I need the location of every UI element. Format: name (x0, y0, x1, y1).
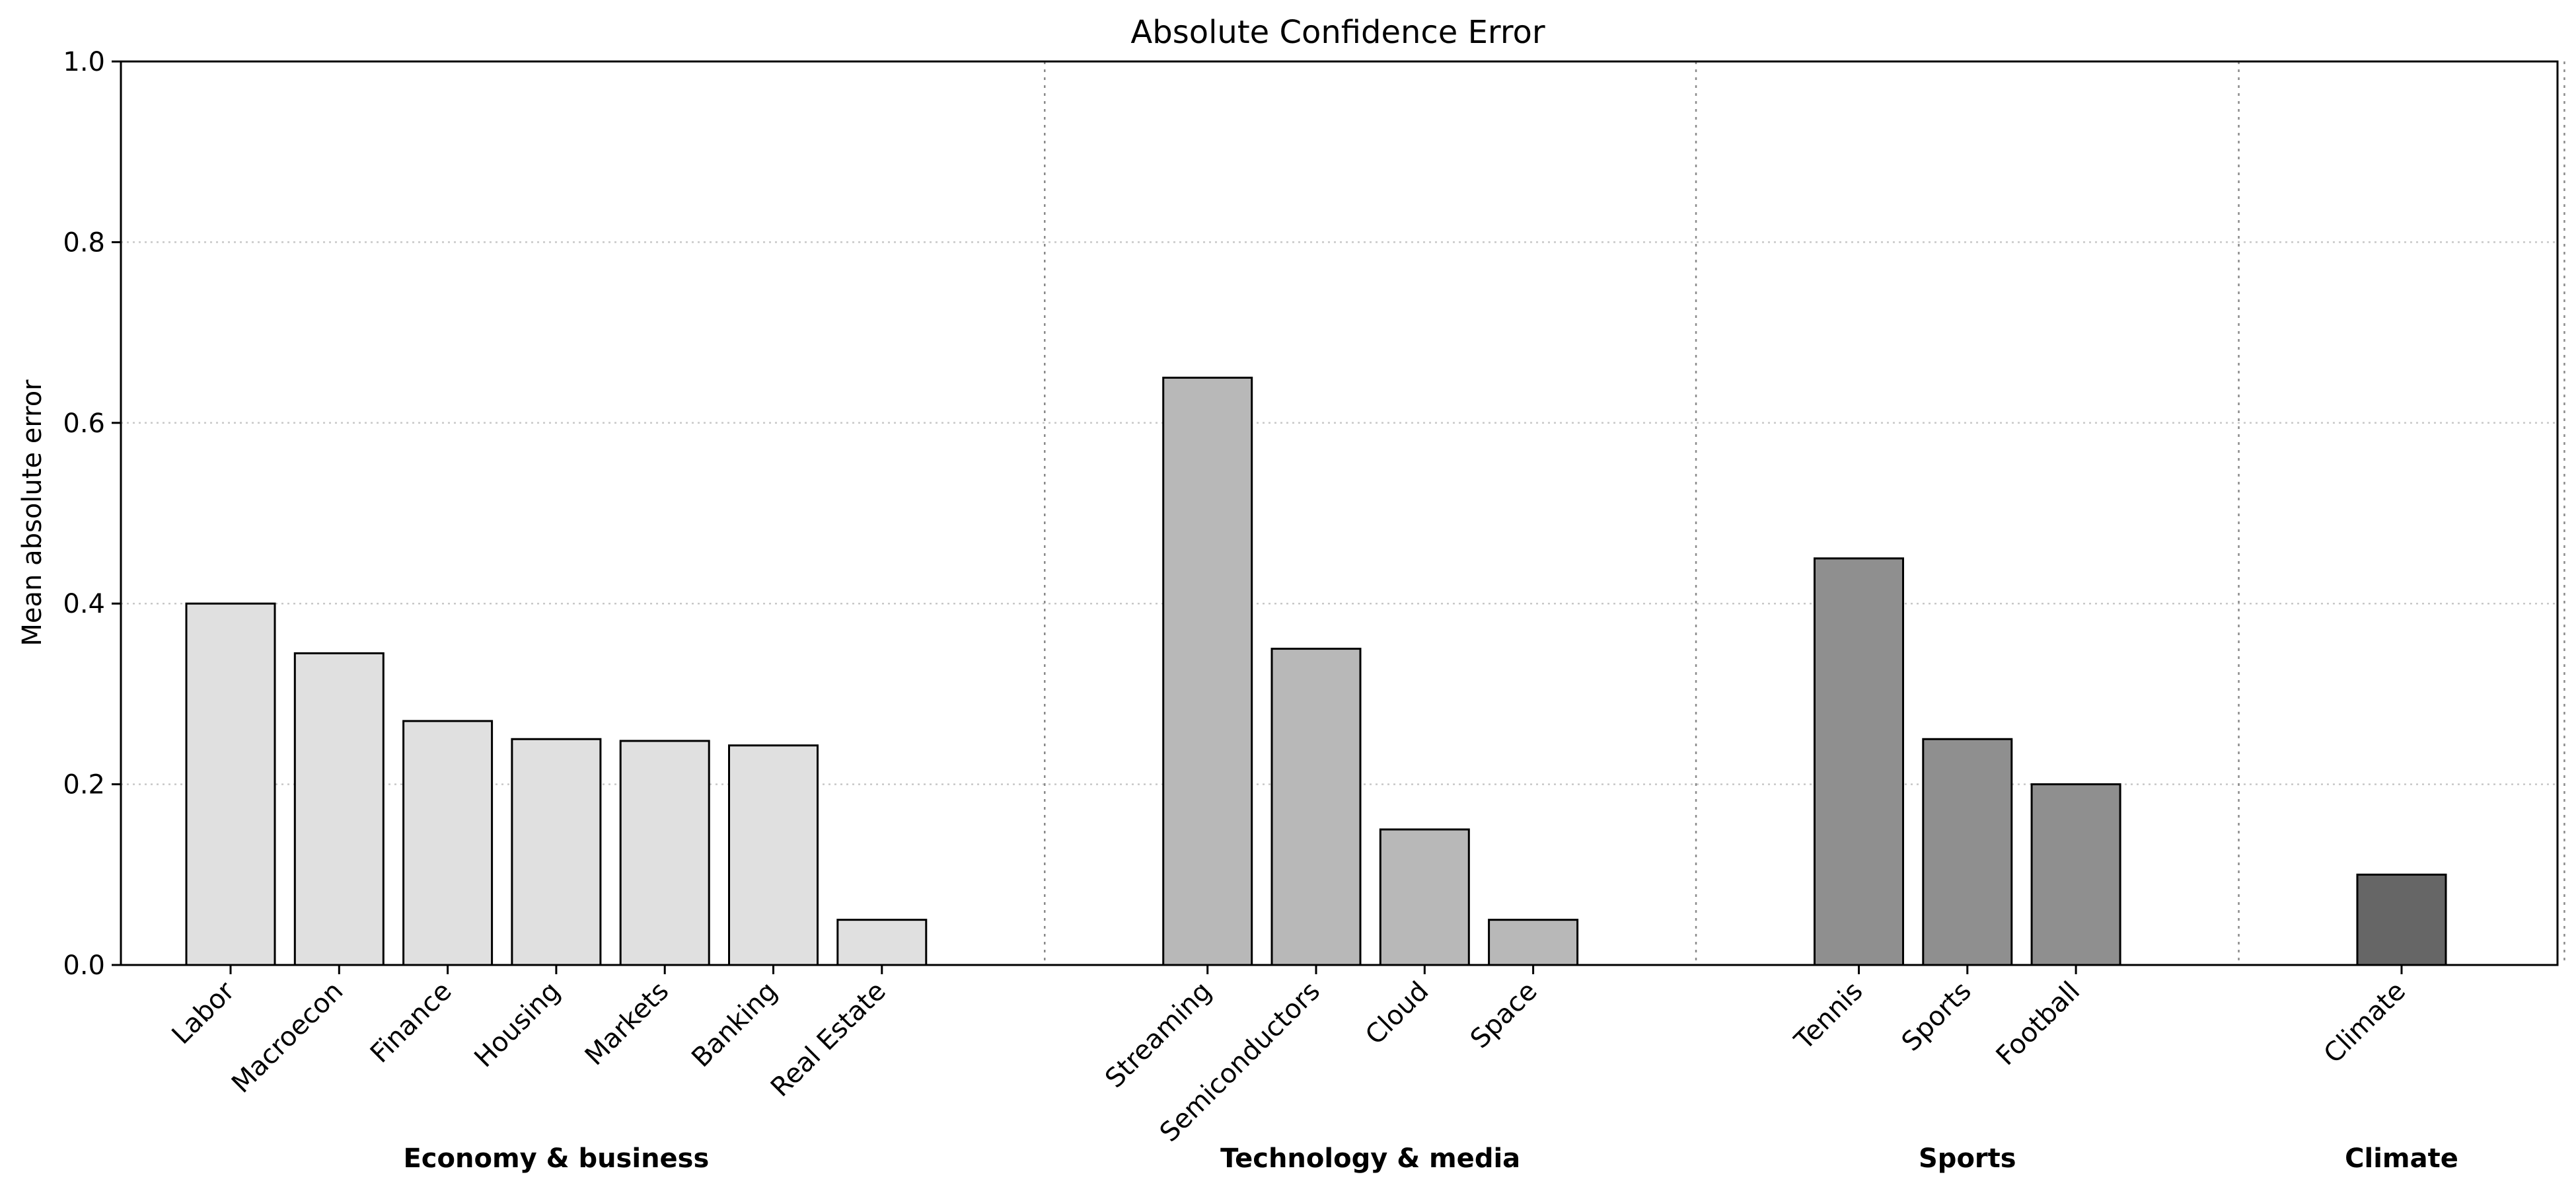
group-labels: Economy & business Technology & media Spor… (403, 1143, 2458, 1174)
x-tick-label: Banking (686, 976, 783, 1073)
bar-tennis (1814, 557, 1904, 966)
bar-streaming (1162, 376, 1253, 966)
x-tick-label: Tennis (1788, 976, 1869, 1057)
bar-semiconductors (1270, 648, 1362, 966)
y-tick-label: 0.6 (63, 408, 105, 439)
bar-markets (619, 740, 710, 966)
chart-title: Absolute Confidence Error (1130, 14, 1545, 51)
plot-frame (120, 60, 2559, 966)
x-tick-label: Football (1991, 976, 2086, 1071)
bars (185, 376, 2447, 966)
bar-football (2030, 783, 2121, 966)
group-label: Climate (2345, 1143, 2458, 1174)
x-tick-label: Sports (1896, 976, 1977, 1058)
bar-sports (1922, 738, 2013, 966)
x-tick-label: Real Estate (765, 976, 892, 1103)
x-tick-label: Cloud (1360, 976, 1434, 1051)
y-tick-label: 0.8 (63, 227, 105, 258)
x-tick-label: Space (1465, 976, 1543, 1055)
bar-real-estate (836, 919, 928, 966)
bar-cloud (1379, 828, 1470, 966)
bar-macroecon (293, 652, 385, 966)
x-tick-label: Finance (365, 976, 458, 1069)
y-axis-ticks: 0.0 0.2 0.4 0.6 0.8 1.0 (63, 47, 121, 981)
group-label: Technology & media (1220, 1143, 1520, 1174)
bar-housing (511, 738, 602, 966)
bar-banking (728, 744, 819, 966)
x-tick-label: Macroecon (226, 976, 349, 1099)
y-tick-label: 0.2 (63, 770, 105, 800)
y-tick-label: 0.4 (63, 589, 105, 619)
x-tick-label: Streaming (1099, 976, 1218, 1095)
y-axis-label: Mean absolute error (17, 379, 48, 646)
y-tick-label: 0.0 (63, 950, 105, 981)
x-tick-label: Climate (2318, 976, 2411, 1069)
x-tick-label: Labor (166, 976, 241, 1050)
group-label: Economy & business (403, 1143, 709, 1174)
x-tick-label: Housing (468, 976, 566, 1074)
x-tick-label: Markets (579, 976, 675, 1071)
bar-space (1488, 919, 1579, 966)
bar-finance (402, 720, 494, 966)
y-tick-label: 1.0 (63, 47, 105, 77)
group-label: Sports (1919, 1143, 2016, 1174)
bar-labor (185, 602, 276, 966)
bar-climate (2356, 873, 2447, 966)
